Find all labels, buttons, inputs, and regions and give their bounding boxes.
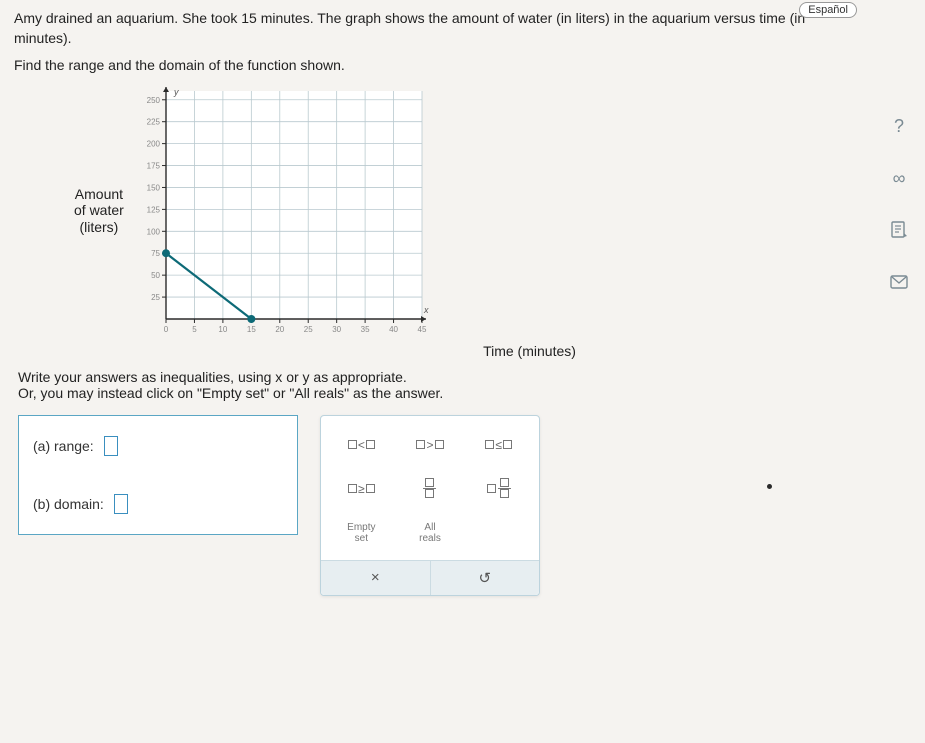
y-label-3: (liters) xyxy=(74,219,124,236)
svg-text:x: x xyxy=(423,305,429,315)
notes-icon xyxy=(889,220,909,240)
svg-text:20: 20 xyxy=(275,325,284,334)
svg-text:250: 250 xyxy=(146,96,160,105)
main-content: Amy drained an aquarium. She took 15 min… xyxy=(0,0,925,604)
symbol-palette: < > ≤ ≥ Emptyset Allreals × xyxy=(320,415,540,596)
lt-button[interactable]: < xyxy=(329,426,394,464)
stray-dot xyxy=(767,484,772,489)
mail-icon xyxy=(889,272,909,292)
svg-text:15: 15 xyxy=(247,325,256,334)
ge-button[interactable]: ≥ xyxy=(329,470,394,508)
instruction-line-1: Write your answers as inequalities, usin… xyxy=(18,369,855,385)
svg-text:10: 10 xyxy=(218,325,227,334)
svg-text:200: 200 xyxy=(146,140,160,149)
chart-svg: 0 5 10 15 20 25 30 35 40 45 25 50 75 100 125 150 175 200 2… xyxy=(132,81,432,341)
svg-text:100: 100 xyxy=(146,227,160,236)
instruction-line-2: Or, you may instead click on "Empty set"… xyxy=(18,385,855,401)
palette-grid: < > ≤ ≥ Emptyset Allreals xyxy=(329,426,531,552)
domain-input[interactable] xyxy=(114,494,128,514)
svg-text:y: y xyxy=(173,87,179,97)
fraction-button[interactable] xyxy=(398,470,463,508)
all-reals-button[interactable]: Allreals xyxy=(398,514,463,552)
y-label-2: of water xyxy=(74,202,124,219)
range-input[interactable] xyxy=(104,436,118,456)
svg-text:30: 30 xyxy=(332,325,341,334)
range-label: (a) range: xyxy=(33,438,94,454)
infinity-button[interactable]: ∞ xyxy=(883,162,915,194)
x-axis-label: Time (minutes) xyxy=(204,343,855,359)
svg-text:40: 40 xyxy=(389,325,398,334)
svg-text:5: 5 xyxy=(192,325,197,334)
empty-set-button[interactable]: Emptyset xyxy=(329,514,394,552)
svg-text:0: 0 xyxy=(164,325,169,334)
le-button[interactable]: ≤ xyxy=(466,426,531,464)
clear-button[interactable]: × xyxy=(321,561,430,595)
mixed-fraction-button[interactable] xyxy=(466,470,531,508)
gt-button[interactable]: > xyxy=(398,426,463,464)
palette-spacer xyxy=(466,514,531,552)
svg-text:150: 150 xyxy=(146,183,160,192)
chart-area: Amount of water (liters) 0 5 10 15 20 25 30 35 4… xyxy=(74,81,855,341)
svg-text:125: 125 xyxy=(146,205,160,214)
answers-row: (a) range: (b) domain: < > ≤ ≥ xyxy=(18,415,855,596)
notes-button[interactable] xyxy=(883,214,915,246)
y-label-1: Amount xyxy=(74,186,124,203)
range-line: (a) range: xyxy=(33,436,283,456)
problem-line-1: Amy drained an aquarium. She took 15 min… xyxy=(14,8,855,49)
svg-text:25: 25 xyxy=(304,325,313,334)
undo-button[interactable]: ↺ xyxy=(430,561,540,595)
svg-text:45: 45 xyxy=(417,325,426,334)
domain-line: (b) domain: xyxy=(33,494,283,514)
problem-line-2: Find the range and the domain of the fun… xyxy=(14,55,855,75)
problem-text: Amy drained an aquarium. She took 15 min… xyxy=(14,8,855,75)
svg-text:75: 75 xyxy=(151,249,160,258)
svg-text:35: 35 xyxy=(360,325,369,334)
y-axis-label: Amount of water (liters) xyxy=(74,186,124,236)
mail-button[interactable] xyxy=(883,266,915,298)
language-button[interactable]: Español xyxy=(799,2,857,18)
domain-label: (b) domain: xyxy=(33,496,104,512)
help-button[interactable]: ? xyxy=(883,110,915,142)
svg-text:175: 175 xyxy=(146,161,160,170)
side-tools: ? ∞ xyxy=(883,110,915,298)
palette-footer: × ↺ xyxy=(321,560,539,595)
instructions: Write your answers as inequalities, usin… xyxy=(18,369,855,401)
answer-box: (a) range: (b) domain: xyxy=(18,415,298,535)
svg-text:50: 50 xyxy=(151,271,160,280)
svg-text:25: 25 xyxy=(151,293,160,302)
svg-text:225: 225 xyxy=(146,118,160,127)
